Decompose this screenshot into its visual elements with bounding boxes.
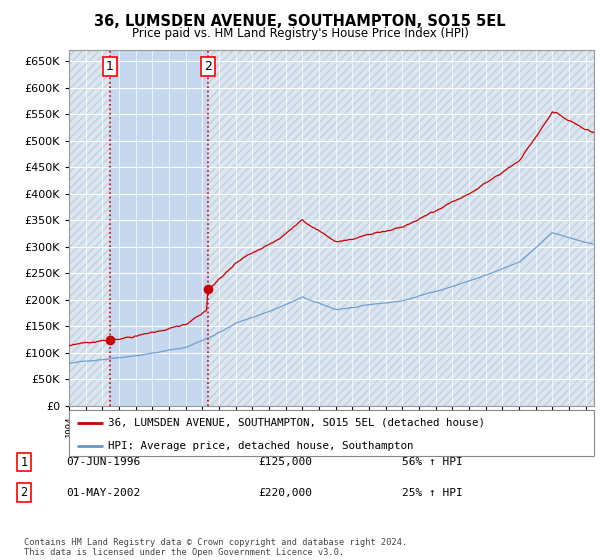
Text: 25% ↑ HPI: 25% ↑ HPI: [402, 488, 463, 498]
Text: 2: 2: [204, 60, 212, 73]
Text: 01-MAY-2002: 01-MAY-2002: [66, 488, 140, 498]
Text: 36, LUMSDEN AVENUE, SOUTHAMPTON, SO15 5EL (detached house): 36, LUMSDEN AVENUE, SOUTHAMPTON, SO15 5E…: [109, 418, 485, 428]
FancyBboxPatch shape: [69, 410, 594, 456]
Text: HPI: Average price, detached house, Southampton: HPI: Average price, detached house, Sout…: [109, 441, 414, 451]
Text: 07-JUN-1996: 07-JUN-1996: [66, 457, 140, 467]
Text: Contains HM Land Registry data © Crown copyright and database right 2024.
This d: Contains HM Land Registry data © Crown c…: [24, 538, 407, 557]
Text: 56% ↑ HPI: 56% ↑ HPI: [402, 457, 463, 467]
Text: £220,000: £220,000: [258, 488, 312, 498]
Text: £125,000: £125,000: [258, 457, 312, 467]
Text: 2: 2: [20, 486, 28, 500]
Text: 1: 1: [106, 60, 113, 73]
Text: 36, LUMSDEN AVENUE, SOUTHAMPTON, SO15 5EL: 36, LUMSDEN AVENUE, SOUTHAMPTON, SO15 5E…: [94, 14, 506, 29]
Text: Price paid vs. HM Land Registry's House Price Index (HPI): Price paid vs. HM Land Registry's House …: [131, 27, 469, 40]
Text: 1: 1: [20, 455, 28, 469]
